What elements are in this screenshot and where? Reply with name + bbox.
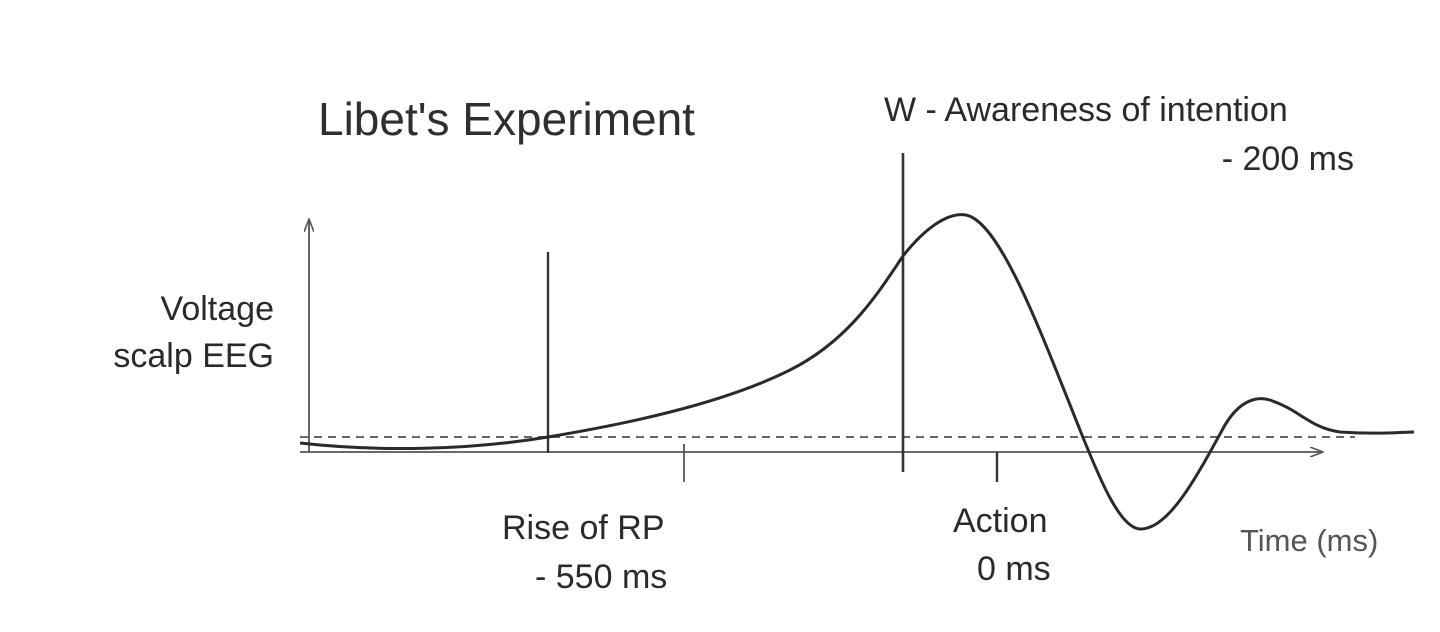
rp-label: Rise of RP (502, 509, 665, 547)
x-axis-label: Time (ms) (1240, 523, 1379, 558)
y-axis-label: Voltage scalp EEG (113, 286, 274, 380)
awareness-time: - 200 ms (1221, 140, 1354, 178)
y-axis-label-line-1: Voltage (160, 290, 274, 328)
rp-time: - 550 ms (535, 558, 668, 596)
action-time: 0 ms (977, 550, 1051, 588)
awareness-label: W - Awareness of intention (884, 91, 1288, 129)
eeg-curve (299, 213, 1415, 531)
y-axis-label-line-2: scalp EEG (113, 336, 274, 375)
diagram-title: Libet's Experiment (318, 93, 695, 145)
action-label: Action (953, 502, 1048, 540)
